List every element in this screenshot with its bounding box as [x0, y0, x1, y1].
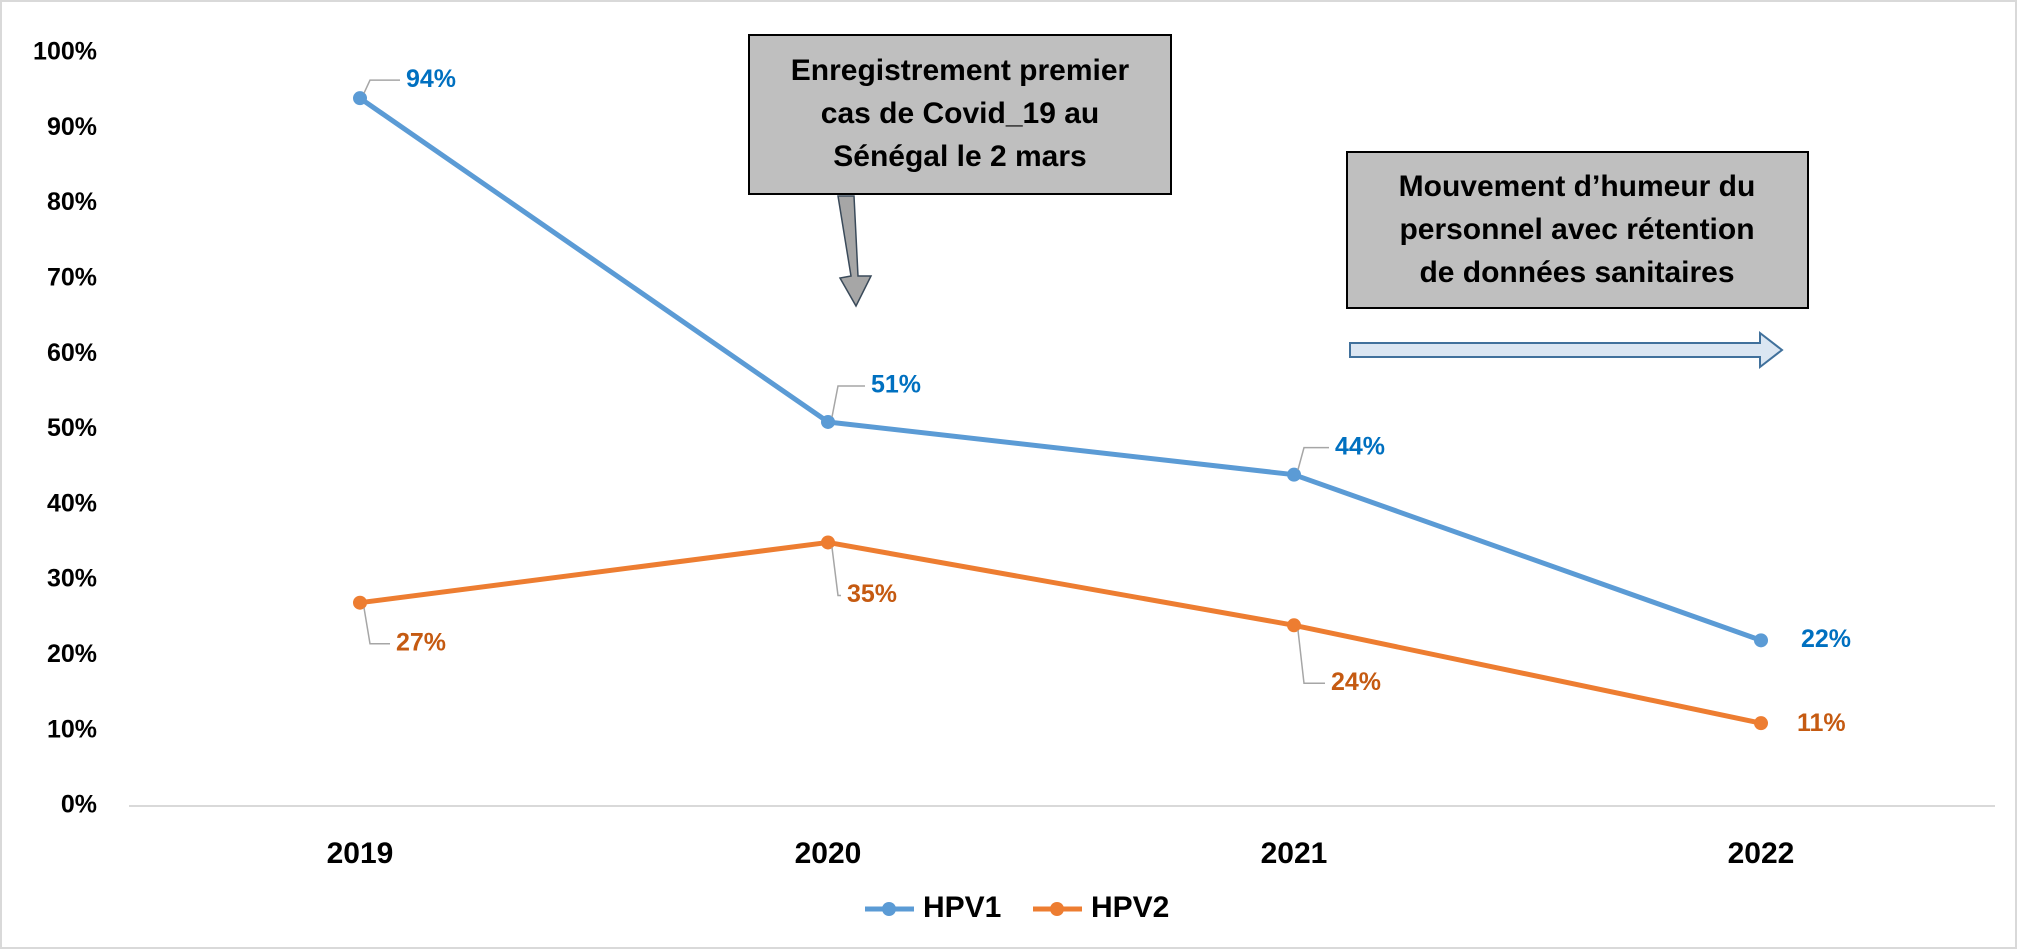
y-tick-label: 40%: [47, 489, 97, 517]
x-tick-label: 2022: [1728, 837, 1795, 870]
data-label: 27%: [396, 628, 446, 656]
data-point: [1287, 467, 1301, 482]
y-tick-label: 10%: [47, 715, 97, 743]
y-tick-label: 20%: [47, 640, 97, 668]
data-point: [821, 414, 835, 429]
series-line: [359, 539, 1762, 726]
series-line: [358, 96, 1762, 643]
x-tick-label: 2020: [795, 837, 862, 870]
leader-line: [831, 385, 865, 418]
annotation-box: [748, 34, 1172, 195]
data-label: 11%: [1797, 709, 1846, 737]
x-tick-label: 2019: [327, 837, 394, 870]
x-tick-label: 2021: [1261, 837, 1328, 870]
legend-marker: [1050, 902, 1064, 916]
data-label: 22%: [1801, 625, 1851, 653]
data-label: 35%: [847, 580, 897, 608]
annotation-text: cas de Covid_19 au: [821, 97, 1099, 130]
data-point: [353, 595, 367, 610]
legend-label: HPV1: [923, 891, 1001, 924]
data-point: [821, 535, 835, 550]
leader-line: [831, 547, 841, 597]
annotation-text: Enregistrement premier: [791, 54, 1130, 87]
y-tick-label: 90%: [47, 113, 97, 141]
y-tick-label: 60%: [47, 339, 97, 367]
down-arrow: [837, 195, 873, 308]
annotation-text: de données sanitaires: [1419, 256, 1734, 289]
annotation-text: personnel avec rétention: [1399, 213, 1754, 246]
y-tick-label: 70%: [47, 264, 97, 292]
data-point: [1754, 716, 1768, 731]
y-tick-label: 30%: [47, 565, 97, 593]
data-label: 24%: [1331, 668, 1381, 696]
data-label: 44%: [1335, 432, 1385, 460]
leader-line: [363, 607, 390, 645]
data-point: [1754, 633, 1768, 648]
legend-marker: [882, 902, 896, 916]
leader-line: [1297, 630, 1325, 685]
leader-line: [1297, 446, 1329, 470]
data-label: 51%: [871, 371, 921, 399]
right-arrow: [1349, 330, 1784, 370]
y-tick-label: 0%: [61, 791, 97, 819]
data-point: [353, 91, 367, 106]
legend-label: HPV2: [1091, 891, 1169, 924]
annotation-box: [1346, 151, 1809, 309]
y-tick-label: 100%: [33, 38, 97, 66]
data-point: [1287, 618, 1301, 633]
leader-line: [363, 79, 400, 94]
annotation-text: Sénégal le 2 mars: [833, 140, 1086, 173]
annotation-text: Mouvement d’humeur du: [1399, 170, 1756, 203]
y-tick-label: 80%: [47, 188, 97, 216]
data-label: 94%: [406, 65, 456, 93]
y-tick-label: 50%: [47, 414, 97, 442]
